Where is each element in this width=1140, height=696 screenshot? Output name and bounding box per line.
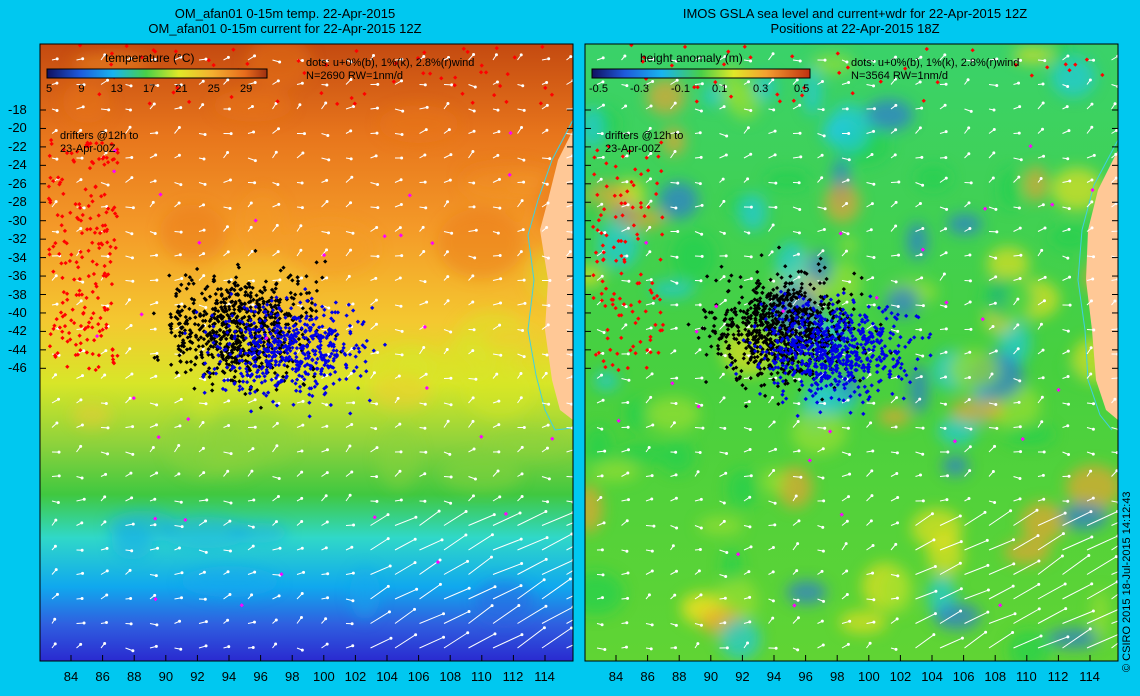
lat-label: -18 <box>8 102 27 117</box>
lat-label: -24 <box>8 157 27 173</box>
colorbar-tick-label: 21 <box>175 83 188 95</box>
right-title-line2: Positions at 22-Apr-2015 18Z <box>770 21 940 36</box>
lon-label: 92 <box>735 669 750 684</box>
left-title-line1: OM_afan01 0-15m temp. 22-Apr-2015 <box>174 6 396 21</box>
colorbar-tick-label: 0.1 <box>712 83 728 95</box>
lat-label: -38 <box>8 286 27 302</box>
right-count-text: N=3564 RW=1nm/d <box>851 70 949 82</box>
colorbar-tick-label: 13 <box>110 83 123 95</box>
colorbar-tick-label: -0.5 <box>589 83 608 95</box>
lon-label: 114 <box>534 669 555 684</box>
right-colorbar-label: height anomaly (m) <box>640 51 743 65</box>
lon-label: 92 <box>190 669 205 684</box>
lon-label: 96 <box>798 669 813 684</box>
lat-label: -20 <box>8 120 27 136</box>
lon-label: 108 <box>439 669 462 684</box>
lat-label: -46 <box>8 360 27 376</box>
lon-label: 90 <box>703 669 719 684</box>
left-count-text: N=2690 RW=1nm/d <box>306 70 404 82</box>
lat-label: -30 <box>8 212 27 228</box>
lon-label: 112 <box>1047 669 1069 684</box>
colorbar-tick-label: 0.3 <box>753 83 769 95</box>
lat-label: -26 <box>8 175 27 191</box>
lon-label: 84 <box>63 669 79 684</box>
lon-label: 98 <box>285 669 300 684</box>
left-drifters-line2: 23-Apr-00Z <box>60 143 116 155</box>
lon-label: 106 <box>407 669 430 684</box>
colorbar-tick-label: 25 <box>207 83 220 95</box>
lon-label: 104 <box>376 669 398 684</box>
colorbar-tick-label: -0.1 <box>671 83 690 95</box>
colorbar-tick-label: 29 <box>240 83 253 95</box>
lon-label: 96 <box>253 669 268 684</box>
lon-label: 94 <box>221 669 237 684</box>
lon-label: 100 <box>313 669 335 684</box>
lat-label: -44 <box>8 341 27 357</box>
lon-label: 88 <box>127 669 142 684</box>
right-title-line1: IMOS GSLA sea level and current+wdr for … <box>682 6 1028 21</box>
left-colorbar-label: temperature (°C) <box>105 51 195 65</box>
lon-label: 100 <box>858 669 880 684</box>
colorbar-tick-label: 0.5 <box>794 83 810 95</box>
lon-label: 94 <box>766 669 782 684</box>
right-drifters-line2: 23-Apr-00Z <box>605 143 661 155</box>
lat-label: -36 <box>8 268 27 284</box>
credit-text: © CSIRO 2015 18-Jul-2015 14:12:43 <box>1121 491 1133 672</box>
colorbar-tick-label: 17 <box>143 83 156 95</box>
lat-label: -28 <box>8 194 27 210</box>
height-anomaly-colorbar <box>591 68 811 79</box>
lon-label: 110 <box>471 669 492 684</box>
lon-label: 102 <box>889 669 912 684</box>
lon-label: 112 <box>502 669 524 684</box>
left-drifters-line1: drifters @12h to <box>60 130 139 142</box>
left-title-line2: OM_afan01 0-15m current for 22-Apr-2015 … <box>148 21 422 36</box>
lat-label: -34 <box>8 249 27 265</box>
lon-label: 108 <box>984 669 1007 684</box>
colorbar-tick-label: 5 <box>46 83 53 95</box>
right-drifters-line1: drifters @12h to <box>605 130 684 142</box>
right-dots-text: dots: u+0%(b), 1%(k), 2.8%(r)wind <box>851 57 1020 69</box>
lon-label: 110 <box>1016 669 1037 684</box>
lon-label: 98 <box>830 669 845 684</box>
lon-label: 114 <box>1079 669 1100 684</box>
lon-label: 106 <box>952 669 975 684</box>
lat-label: -40 <box>8 304 27 320</box>
lon-label: 84 <box>608 669 624 684</box>
lat-label: -22 <box>8 138 27 154</box>
colorbar-tick-label: 9 <box>78 83 85 95</box>
lon-label: 88 <box>672 669 687 684</box>
lon-label: 86 <box>95 669 110 684</box>
lon-label: 90 <box>158 669 174 684</box>
lat-label: -42 <box>8 323 27 339</box>
lat-label: -32 <box>8 231 27 247</box>
left-dots-text: dots: u+0%(b), 1%(k), 2.8%(r)wind <box>306 57 475 69</box>
lon-label: 102 <box>344 669 367 684</box>
land-australia-right <box>1086 150 1118 420</box>
colorbar-tick-label: -0.3 <box>630 83 649 95</box>
temperature-colorbar <box>46 68 268 79</box>
lon-label: 86 <box>640 669 655 684</box>
lon-label: 104 <box>921 669 943 684</box>
